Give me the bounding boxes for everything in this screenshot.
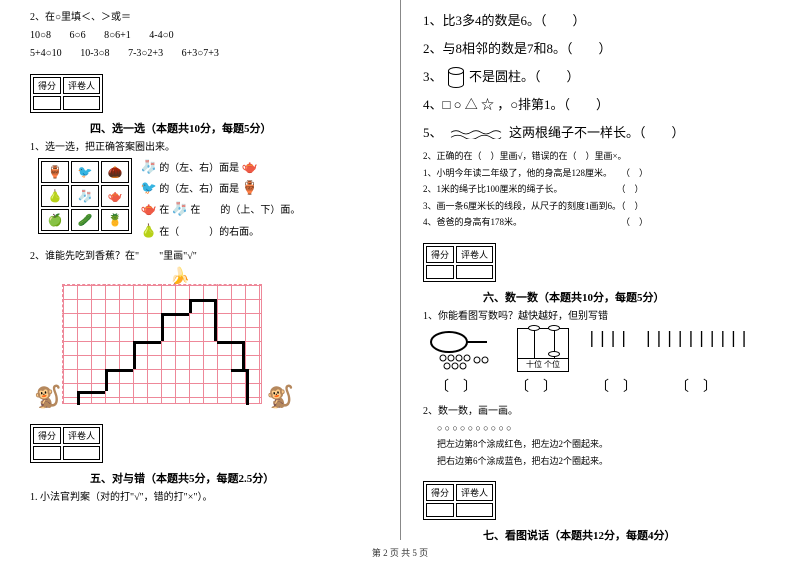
icon-bird: 🐦: [141, 180, 157, 195]
q2-r2-2: 10-3○8: [80, 46, 109, 61]
sec6-q1: 1、你能看图写数吗？越快越好，但别写错: [423, 309, 782, 324]
r-q2-3: 3、画一条6厘米长的线段，从尺子的刻度1画到6。（ ）: [423, 200, 782, 214]
r-q2-4: 4、爸爸的身高有178米。 （ ）: [423, 216, 782, 230]
q2-r1-4: 4-4○0: [149, 28, 173, 43]
counting-figures: 十位 个位 |||| ||||||||||: [429, 328, 782, 374]
step: [231, 369, 249, 405]
tally-marks: |||| ||||||||||: [587, 328, 750, 347]
icon-vase: 🏺: [242, 180, 258, 195]
cylinder-icon: [448, 68, 464, 88]
monkey-right-icon: 🐒: [267, 384, 294, 410]
r-big2: 2、与8相邻的数是7和8。（ ）: [423, 38, 782, 60]
r-q2-intro: 2、正确的在（ ）里画√，错误的在（ ）里画×。: [423, 150, 782, 164]
icon-teapot: 🫖: [242, 159, 258, 174]
r-big3a: 3、: [423, 69, 443, 84]
section-4-title: 四、选一选（本题共10分，每题5分）: [90, 120, 382, 136]
sec5-q1: 1. 小法官判案（对的打"√"，错的打"×"）。: [30, 490, 382, 505]
monkey-left-icon: 🐒: [34, 384, 61, 410]
score-h1: 得分: [33, 77, 61, 94]
step: [161, 313, 189, 341]
b2: 〔 〕: [509, 376, 563, 396]
sec4-q1: 1、选一选，把正确答案圈出来。: [30, 140, 382, 155]
gd-2: 的（左、右）面是: [159, 184, 239, 195]
step: [77, 391, 105, 405]
q2-r1-2: 6○6: [70, 28, 86, 43]
stairs-grid: [62, 284, 262, 404]
sec6-q2: 2、数一数，画一画。: [423, 404, 782, 419]
q2-r2-1: 5+4○10: [30, 46, 62, 61]
q2-r1-1: 10○8: [30, 28, 51, 43]
section-7-title: 七、看图说话（本题共12分，每题4分）: [483, 527, 782, 543]
beads-icon: [429, 328, 499, 374]
picture-grid: 🏺🐦🌰 🍐🧦🫖 🍏🥒🍍: [38, 158, 132, 234]
step: [217, 341, 245, 369]
q2-row2: 5+4○10 10-3○8 7-3○2+3 6+3○7+3: [30, 46, 382, 61]
r-big5b: 这两根绳子不一样长。（ ）: [509, 125, 685, 140]
tally-2: ||||||||||: [644, 328, 750, 347]
score-box-6: 得分 评卷人: [423, 243, 496, 282]
gd-3: 在 的（上、下）面。: [190, 205, 300, 216]
stairs-diagram: 🍌 🐒 🐒: [40, 270, 290, 410]
sec6-q2-l2: 把右边第6个涂成蓝色，把右边2个圈起来。: [437, 455, 782, 469]
sec6-q2-l1: 把左边第8个涂成红色，把左边2个圈起来。: [437, 438, 782, 452]
step: [105, 369, 133, 391]
gd-1: 的（左、右）面是: [159, 163, 239, 174]
r-big1: 1、比3多4的数是6。（ ）: [423, 10, 782, 32]
icon-sock2: 🧦: [172, 201, 188, 216]
sec4-q2: 2、谁能先吃到香蕉？在" "里画"√": [30, 249, 382, 264]
score-h1b: 得分: [33, 427, 61, 444]
wavy-lines-icon: [446, 129, 506, 139]
score-box-4: 得分 评卷人: [30, 74, 103, 113]
score-h2c: 评卷人: [456, 246, 493, 263]
abacus-icon: 十位 个位: [517, 328, 569, 372]
q2-r1-3: 8○6+1: [104, 28, 131, 43]
r-q2-1: 1、小明今年读二年级了，他的身高是128厘米。 （ ）: [423, 167, 782, 181]
icon-pear: 🍐: [141, 223, 157, 238]
r-q2-2: 2、1米的绳子比100厘米的绳子长。 （ ）: [423, 183, 782, 197]
score-box-7: 得分 评卷人: [423, 481, 496, 520]
grid-question: 🏺🐦🌰 🍐🧦🫖 🍏🥒🍍 🧦 的（左、右）面是 🫖 🐦 的（左、右）面是 🏺 🫖 …: [30, 158, 382, 243]
right-column: 1、比3多4的数是6。（ ） 2、与8相邻的数是7和8。（ ） 3、 不是圆柱。…: [400, 0, 800, 540]
r-big4: 4、□ ○ △ ☆ ，○排第1。（ ）: [423, 94, 782, 116]
q2-r2-3: 7-3○2+3: [128, 46, 163, 61]
tally-1: ||||: [587, 328, 630, 347]
banana-icon: 🍌: [170, 266, 190, 286]
section-6-title: 六、数一数（本题共10分，每题5分）: [483, 289, 782, 305]
score-h1c: 得分: [426, 246, 454, 263]
r-big3: 3、 不是圆柱。（ ）: [423, 66, 782, 88]
step: [133, 341, 161, 369]
left-column: 2、在○里填＜、＞或＝ 10○8 6○6 8○6+1 4-4○0 5+4○10 …: [0, 0, 400, 540]
score-h2b: 评卷人: [63, 427, 100, 444]
b3: 〔 〕: [589, 376, 643, 396]
gd-4: 在（ ）的右面。: [159, 227, 259, 238]
step: [189, 299, 203, 313]
r-big5a: 5、: [423, 125, 443, 140]
abacus-labels: 十位 个位: [518, 358, 568, 370]
icon-sock: 🧦: [141, 159, 157, 174]
score-box-5: 得分 评卷人: [30, 424, 103, 463]
icon-teapot2: 🫖: [141, 201, 157, 216]
r-big3b: 不是圆柱。（ ）: [469, 69, 580, 84]
score-h2: 评卷人: [63, 77, 100, 94]
gd-3-a: 在: [159, 205, 169, 216]
b4: 〔 〕: [669, 376, 723, 396]
page: 2、在○里填＜、＞或＝ 10○8 6○6 8○6+1 4-4○0 5+4○10 …: [0, 0, 800, 540]
q2-intro: 2、在○里填＜、＞或＝: [30, 10, 382, 25]
step: [203, 299, 217, 341]
q2-r2-4: 6+3○7+3: [182, 46, 219, 61]
score-h1d: 得分: [426, 484, 454, 501]
bracket-row: 〔 〕 〔 〕 〔 〕 〔 〕: [429, 376, 782, 396]
b1: 〔 〕: [429, 376, 483, 396]
page-footer: 第 2 页 共 5 页: [0, 546, 800, 559]
grid-desc: 🧦 的（左、右）面是 🫖 🐦 的（左、右）面是 🏺 🫖 在 🧦 在 的（上、下）…: [141, 158, 301, 243]
r-big5: 5、 这两根绳子不一样长。（ ）: [423, 122, 782, 144]
section-5-title: 五、对与错（本题共5分，每题2.5分）: [90, 470, 382, 486]
q2-row1: 10○8 6○6 8○6+1 4-4○0: [30, 28, 382, 43]
sec6-q2-figs: ○ ○ ○ ○ ○ ○ ○ ○ ○ ○: [437, 422, 782, 436]
score-h2d: 评卷人: [456, 484, 493, 501]
